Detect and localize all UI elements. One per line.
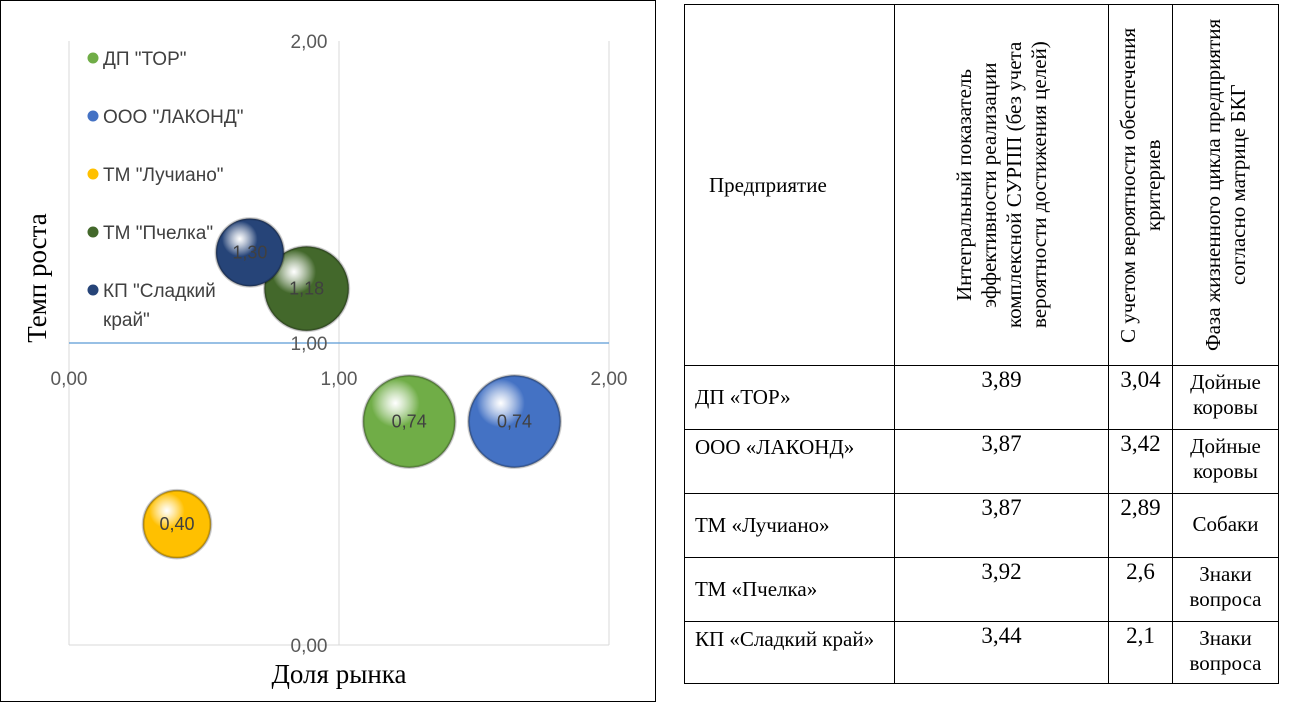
table-row: ТМ «Пчелка» 3,92 2,6 Знаки вопроса: [684, 557, 1279, 622]
legend-entry-2: ТМ "Лучиано": [103, 165, 224, 186]
cell-company: ТМ «Пчелка»: [684, 557, 895, 622]
bubble-0: [362, 375, 456, 469]
bubble-shade-2: [141, 488, 213, 560]
bubble-chart: 0,00 1,00 2,00 0,00 1,00 2,00 0,74 0,74 0,40 1,1…: [0, 0, 656, 702]
bubble-shade-1: [467, 374, 562, 470]
cell-integral: 3,44: [894, 621, 1109, 684]
bubble-shade-0: [361, 374, 457, 470]
x-tick-label: 2,00: [591, 369, 628, 390]
legend-marker-2: [87, 168, 99, 180]
cell-probability: 3,42: [1108, 429, 1173, 494]
cell-probability: 2,6: [1108, 557, 1173, 622]
legend-marker-3: [87, 226, 99, 238]
cell-company: КП «Сладкий край»: [684, 621, 895, 684]
cell-phase: Дойные коровы: [1172, 429, 1279, 494]
bubble-label-0: 0,74: [392, 412, 427, 432]
y-tick-label: 2,00: [291, 32, 328, 53]
cell-phase: Собаки: [1172, 493, 1279, 558]
legend-marker-1: [87, 110, 99, 122]
header-probability: С учетом вероятности обеспечения критери…: [1108, 4, 1173, 366]
legend-marker-4: [87, 284, 99, 296]
bubble-label-4: 1,30: [232, 242, 267, 262]
table-row: ТМ «Лучиано» 3,87 2,89 Собаки: [684, 493, 1279, 558]
cell-probability: 2,89: [1108, 493, 1173, 558]
bubble-2: [142, 489, 212, 559]
table-row: ДП «ТОР» 3,89 3,04 Дойные коровы: [684, 365, 1279, 430]
cell-integral: 3,87: [894, 429, 1109, 494]
legend-marker-0: [87, 52, 99, 64]
table-row: КП «Сладкий край» 3,44 2,1 Знаки вопроса: [684, 621, 1279, 684]
cell-phase: Знаки вопроса: [1172, 557, 1279, 622]
bubble-shade-4: [214, 217, 286, 288]
cell-probability: 3,04: [1108, 365, 1173, 430]
y-axis-title: Темп роста: [22, 213, 52, 343]
bubble-label-3: 1,18: [289, 279, 324, 299]
enterprise-table: Предприятие Интегральный показатель эффе…: [684, 4, 1279, 684]
x-tick-label: 0,00: [51, 369, 88, 390]
y-tick-label: 0,00: [291, 636, 328, 657]
axis-layer: 0,00 1,00 2,00 0,00 1,00 2,00: [51, 32, 628, 657]
legend-entry-0: ДП "ТОР": [103, 49, 187, 70]
bubble-4: [215, 218, 285, 287]
cell-phase: Дойные коровы: [1172, 365, 1279, 430]
cell-integral: 3,92: [894, 557, 1109, 622]
legend-entry-4: край": [103, 310, 150, 331]
cell-integral: 3,87: [894, 493, 1109, 558]
legend: ДП "ТОР" ООО "ЛАКОНД" ТМ "Лучиано" ТМ "Пчел…: [87, 49, 243, 331]
x-tick-label: 1,00: [321, 369, 358, 390]
header-phase: Фаза жизненного цикла предприятия соглас…: [1172, 4, 1279, 366]
legend-entry-1: ООО "ЛАКОНД": [103, 107, 243, 128]
bubble-shade-3: [262, 245, 351, 333]
x-axis-title: Доля рынка: [272, 659, 407, 689]
cell-probability: 2,1: [1108, 621, 1173, 684]
cell-company: ООО «ЛАКОНД»: [684, 429, 895, 494]
header-company: Предприятие: [684, 4, 895, 366]
table-header-row: Предприятие Интегральный показатель эффе…: [684, 4, 1279, 366]
cell-company: ДП «ТОР»: [684, 365, 895, 430]
header-integral: Интегральный показатель эффективности ре…: [894, 4, 1109, 366]
bubble-label-1: 0,74: [497, 412, 532, 432]
bubble-label-2: 0,40: [159, 514, 194, 534]
cell-integral: 3,89: [894, 365, 1109, 430]
cell-phase: Знаки вопроса: [1172, 621, 1279, 684]
table-row: ООО «ЛАКОНД» 3,87 3,42 Дойные коровы: [684, 429, 1279, 494]
y-tick-label: 1,00: [291, 334, 328, 355]
bubble-3: [263, 246, 350, 332]
bubble-layer: 0,74 0,74 0,40 1,18 1,30: [141, 217, 562, 560]
legend-entry-4: КП "Сладкий: [103, 281, 216, 302]
legend-entry-3: ТМ "Пчелка": [103, 223, 213, 244]
chart-canvas: 0,00 1,00 2,00 0,00 1,00 2,00 0,74 0,74 0,40 1,1…: [22, 32, 628, 689]
cell-company: ТМ «Лучиано»: [684, 493, 895, 558]
bubble-1: [468, 375, 561, 469]
